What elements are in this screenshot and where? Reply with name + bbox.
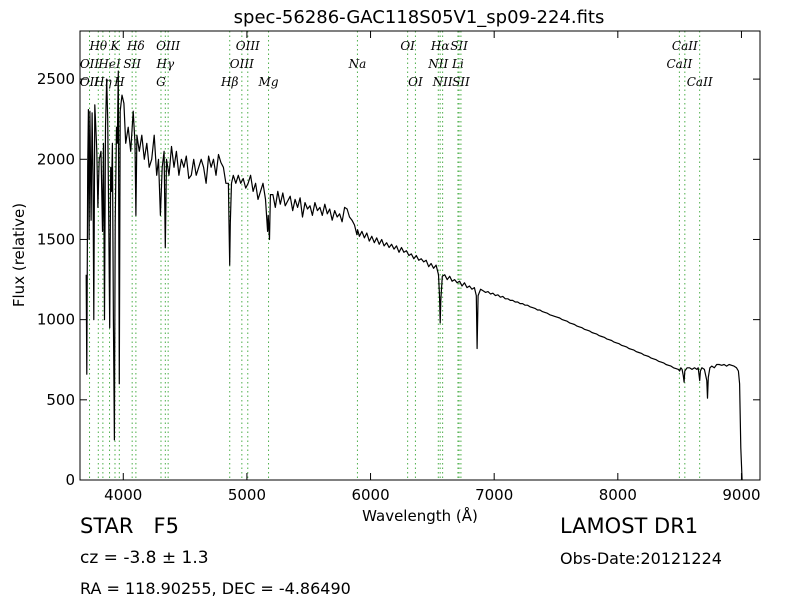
x-tick-label: 4000 [104,486,142,504]
line-marker-label: OII [80,57,100,71]
line-marker-label: OIII [230,57,254,71]
axis-ticks: 4000 5000 6000 7000 8000 9000 0 500 1000 1500 2000… [37,31,761,504]
x-tick-label: 8000 [599,486,637,504]
line-markers: OIIOIIHθHηHeIKHSIIHδGHγOIIIHβOIIIOIIIMgN… [80,31,713,480]
line-marker-label: SII [450,39,468,53]
y-tick-label: 0 [65,471,75,489]
x-axis-label: Wavelength (Å) [362,506,478,525]
y-axis-label: Flux (relative) [10,203,28,307]
line-marker-label: CaII [672,39,698,53]
y-tick-label: 1000 [37,311,75,329]
line-marker-label: Hβ [220,75,238,89]
line-marker-label: OIII [236,39,260,53]
survey-name: LAMOST DR1 [560,514,699,538]
coordinates-readout: RA = 118.90255, DEC = -4.86490 [80,579,351,598]
line-marker-label: Hα [430,39,450,53]
line-marker-label: Hθ [88,39,107,53]
line-marker-label: Hη [93,75,112,89]
y-tick-label: 500 [46,391,75,409]
object-class: STAR F5 [80,514,179,538]
y-tick-label: 1500 [37,230,75,248]
line-marker-label: K [110,39,121,53]
line-marker-label: Hδ [126,39,145,53]
y-tick-label: 2000 [37,150,75,168]
x-tick-label: 6000 [351,486,389,504]
line-marker-label: OI [408,75,423,89]
plot-frame [79,30,761,481]
line-marker-label: Mg [258,75,279,89]
line-marker-label: Li [451,57,464,71]
line-marker-label: HeI [97,57,121,71]
line-marker-label: CaII [687,75,713,89]
redshift-readout: cz = -3.8 ± 1.3 [80,548,209,568]
line-marker-label: NII [432,75,453,89]
chart-title: spec-56286-GAC118S05V1_sp09-224.fits [234,7,605,28]
line-marker-label: NII [427,57,448,71]
line-marker-label: H [113,75,125,89]
observation-date: Obs-Date:20121224 [560,549,722,568]
line-marker-label: Na [348,57,367,71]
line-marker-label: SII [123,57,141,71]
y-tick-label: 2500 [37,70,75,88]
x-tick-label: 7000 [475,486,513,504]
x-tick-label: 5000 [228,486,266,504]
line-marker-label: SII [452,75,470,89]
spectrum-line [85,70,743,481]
line-marker-label: G [156,75,166,89]
line-marker-label: Hγ [155,57,174,71]
line-marker-label: OI [400,39,415,53]
line-marker-label: OIII [156,39,180,53]
line-marker-label: CaII [666,57,692,71]
x-tick-label: 9000 [722,486,760,504]
